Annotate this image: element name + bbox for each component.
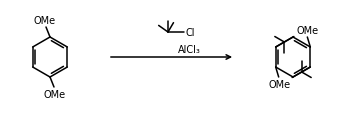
Text: AlCl₃: AlCl₃ [178,45,201,54]
Text: OMe: OMe [44,89,66,99]
Text: OMe: OMe [296,26,318,36]
Text: Cl: Cl [185,28,195,38]
Text: OMe: OMe [268,79,291,89]
Text: OMe: OMe [34,16,56,26]
